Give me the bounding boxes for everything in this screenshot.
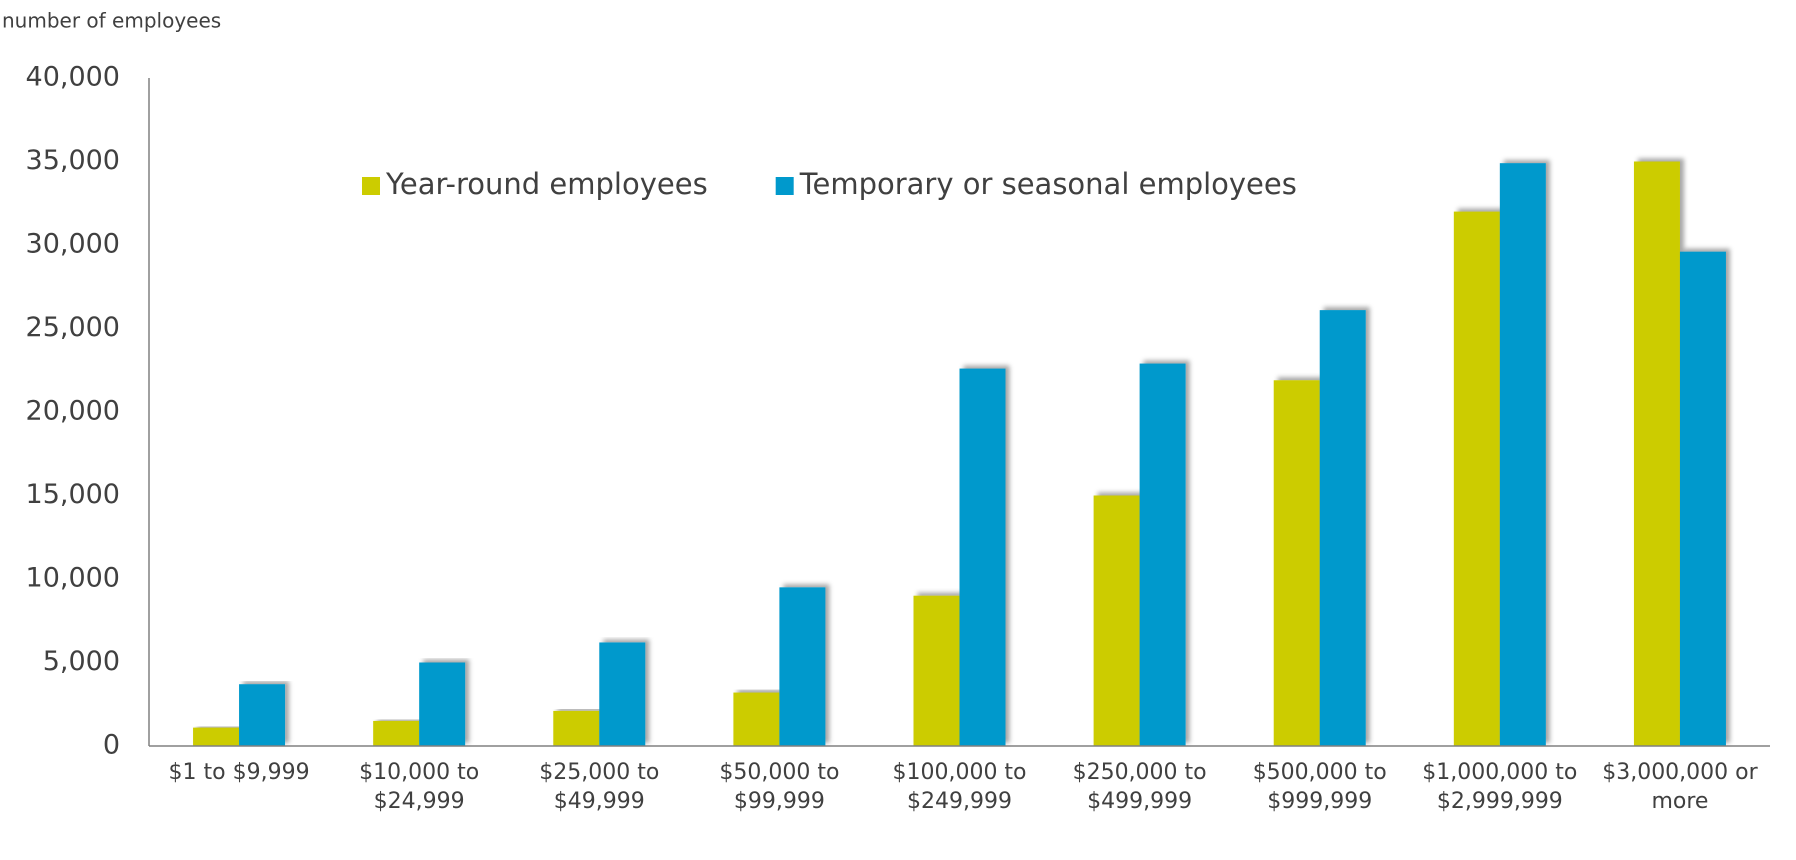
legend-label: Temporary or seasonal employees [799,167,1297,201]
y-tick-label: 5,000 [43,646,120,677]
y-tick-label: 20,000 [26,396,120,427]
legend-swatch [775,177,794,195]
bar [193,727,240,746]
x-tick-label: $3,000,000 or more [1602,760,1758,814]
bar [913,595,960,746]
y-tick-label: 15,000 [26,479,120,510]
y-tick-label: 10,000 [26,563,120,594]
bar [419,662,466,746]
y-tick-label: 40,000 [26,62,120,93]
y-tick-label: 35,000 [26,145,120,176]
bar [599,642,646,746]
y-tick-label: 30,000 [26,229,120,260]
y-tick-label: 25,000 [26,312,120,343]
bar [1093,495,1140,746]
bar [1273,380,1320,746]
x-tick-label: $100,000 to $249,999 [892,760,1027,814]
y-tick-label: 0 [103,730,120,761]
x-tick-label: $500,000 to $999,999 [1252,760,1387,814]
x-tick-label: $1,000,000 to $2,999,999 [1422,760,1578,814]
bar [1453,211,1500,747]
legend-swatch [362,177,380,195]
x-tick-label: $250,000 to $499,999 [1072,760,1207,814]
bar [1633,161,1680,746]
bar [553,710,600,746]
y-axis-label: number of employees [2,9,221,33]
bar [239,684,286,746]
x-tick-label: $50,000 to $99,999 [719,760,840,814]
x-tick-label: $10,000 to $24,999 [359,760,480,814]
legend-label: Year-round employees [385,167,708,201]
bar [733,692,780,746]
bar [1499,163,1546,747]
bar [1139,363,1186,746]
bar [373,720,420,746]
bar [1679,251,1726,746]
x-tick-label: $25,000 to $49,999 [539,760,660,814]
bar [959,368,1006,746]
bar [1319,310,1366,746]
x-tick-label: $1 to $9,999 [168,760,310,785]
bar [779,587,826,746]
